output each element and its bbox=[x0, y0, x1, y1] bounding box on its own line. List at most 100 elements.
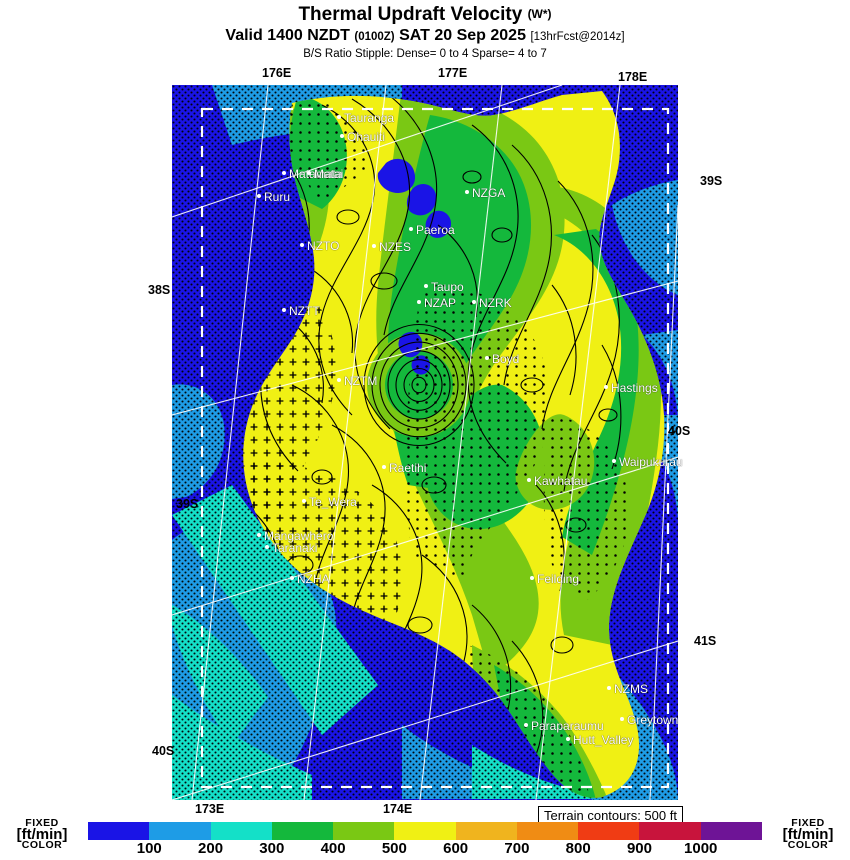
city-marker-feilding[interactable] bbox=[530, 576, 534, 580]
domain-boundary bbox=[200, 107, 670, 789]
city-marker-boyd[interactable] bbox=[485, 356, 489, 360]
color-scale-segment-3 bbox=[271, 822, 334, 840]
stipple-legend: B/S Ratio Stipple: Dense= 0 to 4 Sparse=… bbox=[303, 48, 547, 60]
color-scale-tick-800: 800 bbox=[565, 840, 591, 857]
city-marker-mangawhero[interactable] bbox=[257, 533, 261, 537]
colorbar-units-left-line2: [ft/min] bbox=[16, 826, 68, 843]
contour-line bbox=[311, 469, 333, 485]
color-scale-segment-4 bbox=[333, 822, 395, 840]
color-scale-segment-2 bbox=[210, 822, 272, 840]
city-marker-nzrk[interactable] bbox=[472, 300, 476, 304]
city-marker-taranaki[interactable] bbox=[265, 545, 269, 549]
city-marker-taupo[interactable] bbox=[424, 284, 428, 288]
graticule-line bbox=[172, 85, 563, 218]
graticule-line bbox=[191, 85, 269, 800]
contour-line bbox=[363, 323, 475, 447]
color-scale-tick-200: 200 bbox=[198, 840, 224, 857]
color-scale-segment-0 bbox=[88, 822, 150, 840]
graticule-line bbox=[649, 204, 678, 800]
color-scale-tick-600: 600 bbox=[443, 840, 469, 857]
graticule-line bbox=[303, 85, 387, 800]
contour-line bbox=[336, 209, 360, 225]
map-canvas[interactable] bbox=[172, 85, 678, 800]
contour-line bbox=[291, 384, 350, 592]
thermal-contour-band bbox=[377, 158, 416, 193]
city-marker-nztm[interactable] bbox=[337, 378, 341, 382]
city-marker-nzha[interactable] bbox=[290, 576, 294, 580]
colorbar-units-left-line3: COLOR bbox=[21, 839, 63, 851]
forecast-run-tag: [13hrFcst@2014z] bbox=[530, 31, 625, 43]
city-marker-hutt_valley[interactable] bbox=[566, 737, 570, 741]
city-marker-nztt[interactable] bbox=[282, 308, 286, 312]
city-marker-paeroa[interactable] bbox=[409, 227, 413, 231]
graticule-line bbox=[419, 85, 503, 800]
contour-line bbox=[318, 104, 376, 416]
colorbar-units-right: FIXED [ft/min] COLOR bbox=[768, 818, 848, 851]
city-marker-greytown[interactable] bbox=[620, 717, 624, 721]
city-marker-nzes[interactable] bbox=[372, 244, 376, 248]
lon-label-174E: 174E bbox=[383, 802, 413, 816]
color-scale-tick-100: 100 bbox=[136, 840, 162, 857]
city-marker-ruru[interactable] bbox=[257, 194, 261, 198]
color-scale-segment-9 bbox=[639, 822, 701, 840]
forecast-map[interactable]: Tauranga Ohauiti Matamata Matai Ruru NZGA Paer… bbox=[172, 85, 683, 800]
contour-line bbox=[411, 376, 427, 394]
valid-time-line: Valid 1400 NZDT (0100Z) SAT 20 Sep 2025 … bbox=[0, 26, 850, 47]
color-scale-tick-900: 900 bbox=[626, 840, 652, 857]
lat-label-41S: 41S bbox=[694, 634, 717, 648]
bs-ratio-stipple bbox=[272, 91, 372, 205]
color-scale-tick-300: 300 bbox=[259, 840, 285, 857]
thermal-contour-band bbox=[406, 183, 437, 216]
contour-line bbox=[565, 517, 587, 533]
valid-time-local: Valid 1400 NZDT bbox=[225, 27, 350, 44]
color-scale-tick-500: 500 bbox=[381, 840, 407, 857]
city-marker-nzms[interactable] bbox=[607, 686, 611, 690]
contour-line bbox=[491, 227, 513, 243]
lat-label-40S: 40S bbox=[152, 744, 175, 758]
color-scale-segment-1 bbox=[149, 822, 211, 840]
city-marker-matamata[interactable] bbox=[282, 171, 286, 175]
city-marker-te_wera[interactable] bbox=[302, 499, 306, 503]
thermal-contour-band bbox=[425, 210, 452, 238]
contour-line bbox=[387, 350, 451, 420]
graticule-line bbox=[172, 456, 678, 616]
city-marker-tauranga[interactable] bbox=[337, 115, 341, 119]
color-scale-bar bbox=[88, 822, 762, 840]
colorbar-units-right-line2: [ft/min] bbox=[782, 826, 834, 843]
contour-line bbox=[395, 359, 443, 411]
contour-line bbox=[383, 92, 438, 336]
lon-label-178E: 178E bbox=[618, 70, 648, 84]
city-marker-ohauiti[interactable] bbox=[340, 134, 344, 138]
color-scale-segment-10 bbox=[700, 822, 762, 840]
lat-label-38S: 38S bbox=[148, 283, 171, 297]
contour-line bbox=[541, 180, 594, 430]
city-marker-hastings[interactable] bbox=[604, 385, 608, 389]
contour-line bbox=[462, 170, 482, 184]
contour-line bbox=[598, 408, 618, 422]
lon-label-177E: 177E bbox=[438, 66, 468, 80]
city-marker-nzto[interactable] bbox=[300, 243, 304, 247]
city-marker-waipukurau[interactable] bbox=[612, 459, 616, 463]
city-marker-nzap[interactable] bbox=[417, 300, 421, 304]
color-scale-segment-6 bbox=[455, 822, 517, 840]
color-scale-segment-7 bbox=[516, 822, 579, 840]
contour-line bbox=[379, 341, 459, 429]
graticule-line bbox=[172, 640, 678, 800]
city-marker-matai[interactable] bbox=[307, 171, 311, 175]
terrain-contour-legend: Terrain contours: 500 ft bbox=[538, 806, 683, 826]
city-marker-raetihi[interactable] bbox=[382, 465, 386, 469]
color-scale-tick-700: 700 bbox=[504, 840, 530, 857]
contour-line bbox=[520, 377, 544, 393]
color-scale-ticks: 100 200 300 400 500 600 700 800 900 1000 bbox=[88, 840, 762, 858]
contour-line bbox=[551, 284, 577, 396]
title-block: Thermal Updraft Velocity (W*) Valid 1400… bbox=[0, 0, 850, 62]
lon-label-176E: 176E bbox=[262, 66, 292, 80]
city-marker-nzga[interactable] bbox=[465, 190, 469, 194]
city-marker-kawhatau[interactable] bbox=[527, 478, 531, 482]
title-superscript: (W*) bbox=[527, 7, 552, 21]
colorbar-units-right-line3: COLOR bbox=[787, 839, 829, 851]
colorbar-units-right-line1: FIXED bbox=[791, 817, 825, 829]
contour-line bbox=[503, 144, 552, 386]
city-marker-paraparaumu[interactable] bbox=[524, 723, 528, 727]
lat-label-39S: 39S bbox=[176, 497, 199, 511]
